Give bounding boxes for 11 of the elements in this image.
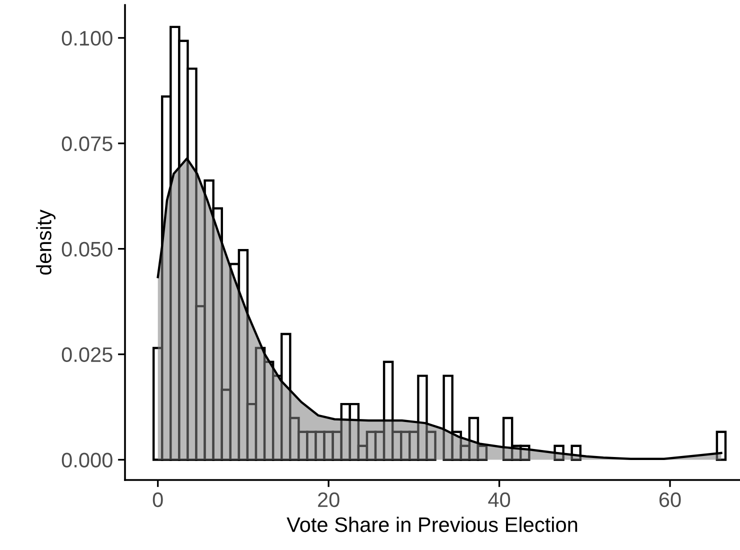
- x-axis-title: Vote Share in Previous Election: [286, 516, 578, 532]
- x-tick-label: 0: [152, 492, 163, 508]
- y-tick-label: 0.075: [62, 136, 112, 152]
- y-tick-label: 0.100: [62, 30, 112, 46]
- x-tick-label: 40: [488, 492, 510, 508]
- y-tick-label: 0.025: [62, 347, 112, 362]
- y-tick-label: 0.050: [62, 242, 112, 257]
- y-axis-title: density: [36, 210, 56, 275]
- x-tick-label: 20: [318, 492, 340, 508]
- y-tick-label: 0.000: [62, 452, 112, 468]
- x-tick-label: 60: [659, 492, 681, 508]
